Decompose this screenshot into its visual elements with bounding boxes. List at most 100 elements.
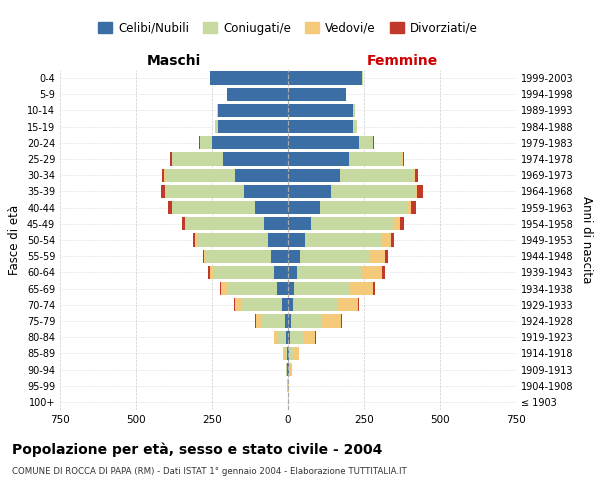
Bar xyxy=(215,120,218,134)
Bar xyxy=(288,298,293,312)
Bar xyxy=(288,282,294,295)
Bar xyxy=(288,88,346,101)
Bar xyxy=(373,282,374,295)
Bar xyxy=(288,346,289,360)
Bar xyxy=(288,314,291,328)
Bar xyxy=(212,136,288,149)
Text: Femmine: Femmine xyxy=(367,54,437,68)
Bar xyxy=(161,185,166,198)
Bar xyxy=(415,168,418,182)
Bar xyxy=(227,88,288,101)
Bar xyxy=(288,185,331,198)
Bar xyxy=(341,314,342,328)
Bar xyxy=(358,298,359,312)
Bar xyxy=(210,266,214,279)
Bar xyxy=(288,266,297,279)
Bar xyxy=(214,266,274,279)
Bar xyxy=(205,250,206,263)
Text: COMUNE DI ROCCA DI PAPA (RM) - Dati ISTAT 1° gennaio 2004 - Elaborazione TUTTITA: COMUNE DI ROCCA DI PAPA (RM) - Dati ISTA… xyxy=(12,468,407,476)
Bar xyxy=(382,234,391,246)
Bar xyxy=(193,234,195,246)
Bar xyxy=(235,168,288,182)
Y-axis label: Fasce di età: Fasce di età xyxy=(8,205,21,275)
Bar xyxy=(322,314,341,328)
Bar xyxy=(349,152,402,166)
Bar xyxy=(197,234,268,246)
Bar xyxy=(254,201,288,214)
Bar xyxy=(294,282,350,295)
Bar xyxy=(168,201,172,214)
Bar xyxy=(289,363,290,376)
Bar xyxy=(411,201,416,214)
Bar xyxy=(288,72,362,85)
Y-axis label: Anni di nascita: Anni di nascita xyxy=(580,196,593,284)
Bar xyxy=(185,217,186,230)
Bar xyxy=(288,330,290,344)
Bar xyxy=(221,282,227,295)
Bar xyxy=(199,136,200,149)
Bar xyxy=(391,234,394,246)
Bar xyxy=(288,363,289,376)
Bar xyxy=(286,330,288,344)
Bar xyxy=(235,298,242,312)
Bar xyxy=(408,201,411,214)
Bar xyxy=(353,120,357,134)
Bar xyxy=(287,363,288,376)
Bar xyxy=(414,168,415,182)
Bar xyxy=(353,104,355,117)
Text: Maschi: Maschi xyxy=(147,54,201,68)
Bar xyxy=(217,104,218,117)
Bar xyxy=(268,234,288,246)
Bar xyxy=(370,250,385,263)
Bar xyxy=(287,346,288,360)
Bar xyxy=(417,185,422,198)
Bar xyxy=(263,217,288,230)
Bar xyxy=(303,330,316,344)
Bar xyxy=(373,136,374,149)
Bar xyxy=(274,266,288,279)
Bar xyxy=(359,136,373,149)
Bar xyxy=(256,314,260,328)
Bar xyxy=(244,185,288,198)
Bar xyxy=(331,185,416,198)
Bar xyxy=(283,346,285,360)
Bar xyxy=(288,250,300,263)
Bar xyxy=(277,282,288,295)
Bar xyxy=(288,201,320,214)
Bar xyxy=(340,168,414,182)
Bar xyxy=(220,282,221,295)
Bar xyxy=(210,72,211,85)
Bar xyxy=(203,250,205,263)
Bar xyxy=(166,185,244,198)
Bar xyxy=(320,201,408,214)
Bar xyxy=(182,217,185,230)
Bar xyxy=(394,217,400,230)
Bar xyxy=(170,152,172,166)
Bar xyxy=(172,201,254,214)
Bar xyxy=(260,314,285,328)
Bar xyxy=(403,152,404,166)
Bar xyxy=(293,346,299,360)
Bar xyxy=(271,250,288,263)
Bar xyxy=(288,234,305,246)
Bar xyxy=(288,120,353,134)
Bar xyxy=(288,217,311,230)
Bar xyxy=(290,330,303,344)
Bar xyxy=(172,152,223,166)
Bar xyxy=(218,120,288,134)
Bar xyxy=(400,217,404,230)
Bar xyxy=(305,234,382,246)
Bar xyxy=(274,330,277,344)
Bar xyxy=(350,282,373,295)
Bar xyxy=(337,298,358,312)
Bar xyxy=(297,266,362,279)
Bar xyxy=(286,363,287,376)
Bar xyxy=(311,217,394,230)
Bar xyxy=(211,72,288,85)
Bar xyxy=(200,136,212,149)
Bar xyxy=(208,266,210,279)
Bar xyxy=(165,168,235,182)
Bar xyxy=(227,282,277,295)
Bar xyxy=(362,72,363,85)
Text: Popolazione per età, sesso e stato civile - 2004: Popolazione per età, sesso e stato civil… xyxy=(12,442,382,457)
